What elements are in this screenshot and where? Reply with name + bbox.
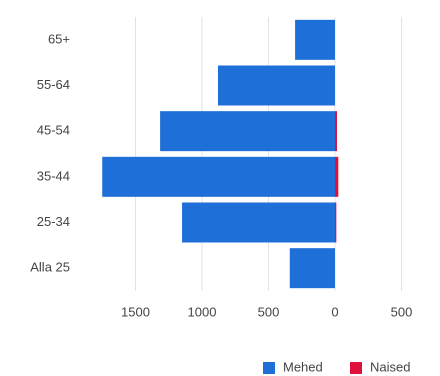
x-tick-label: 0 bbox=[331, 304, 338, 319]
y-tick-label: 25-34 bbox=[37, 214, 70, 229]
y-tick-label: 35-44 bbox=[37, 168, 70, 183]
x-tick-label: 500 bbox=[391, 304, 413, 319]
bar bbox=[102, 156, 335, 197]
bar bbox=[335, 111, 337, 152]
legend-swatch bbox=[263, 362, 275, 374]
y-tick-label: 55-64 bbox=[37, 77, 70, 92]
bar bbox=[335, 202, 337, 243]
y-tick-label: 45-54 bbox=[37, 123, 70, 138]
bar bbox=[335, 156, 339, 197]
legend-label: Mehed bbox=[283, 359, 323, 374]
bar bbox=[160, 111, 335, 152]
y-tick-label: Alla 25 bbox=[30, 260, 70, 275]
legend-label: Naised bbox=[370, 359, 410, 374]
bar bbox=[217, 65, 335, 106]
x-tick-label: 500 bbox=[258, 304, 280, 319]
x-tick-label: 1500 bbox=[121, 304, 150, 319]
bar bbox=[182, 202, 335, 243]
y-tick-label: 65+ bbox=[48, 31, 70, 46]
x-tick-label: 1000 bbox=[188, 304, 217, 319]
bar bbox=[295, 19, 335, 60]
legend-swatch bbox=[350, 362, 362, 374]
bar bbox=[289, 248, 335, 289]
